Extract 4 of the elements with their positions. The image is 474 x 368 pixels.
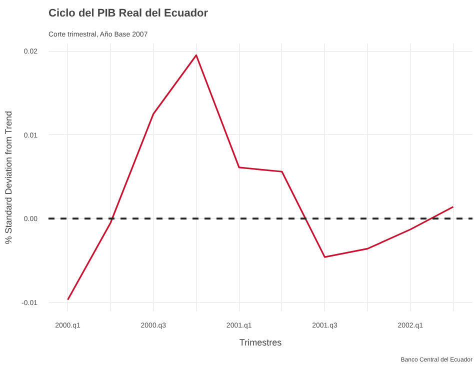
chart-title: Ciclo del PIB Real del Ecuador [48, 8, 209, 20]
y-axis-title: % Standard Deviation from Trend [4, 111, 14, 244]
line-series [66, 54, 454, 301]
x-axis-title: Trimestres [239, 338, 282, 348]
